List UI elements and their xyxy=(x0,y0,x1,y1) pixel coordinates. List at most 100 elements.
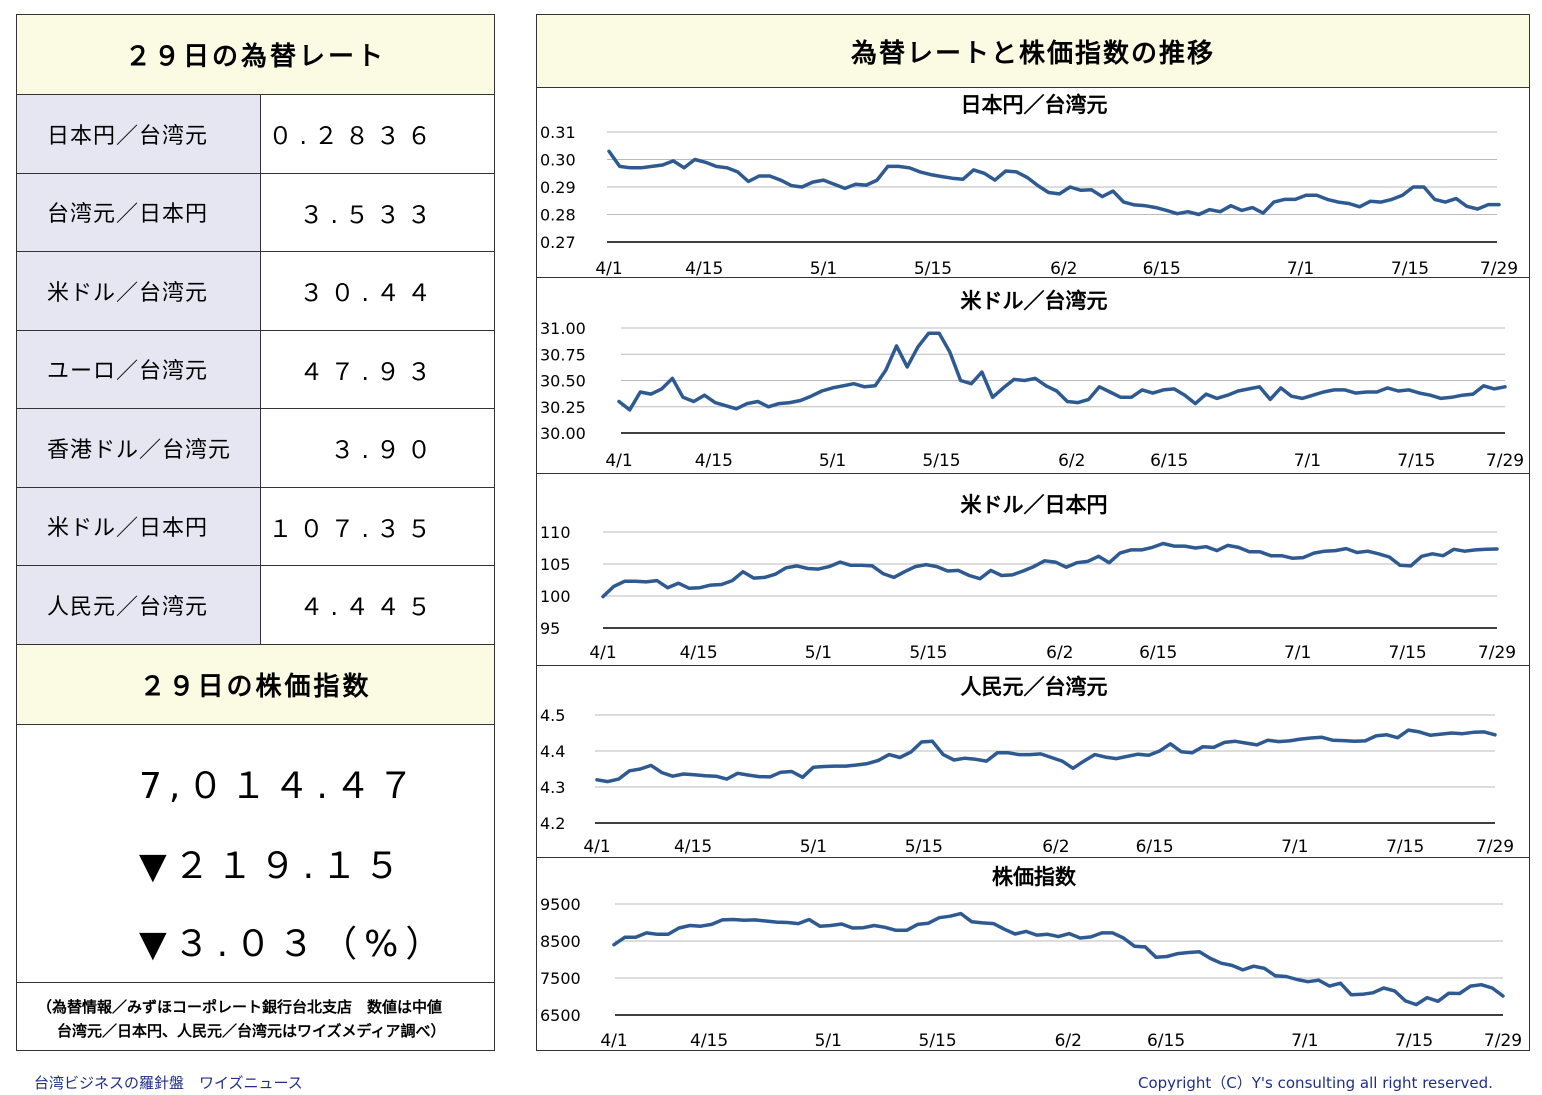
x-tick-label: 4/15 xyxy=(680,643,718,663)
y-tick-label: 110 xyxy=(540,523,571,542)
x-tick-label: 6/2 xyxy=(1042,837,1069,857)
chart-usd-twd: 米ドル／台湾元 31.00 30.75 30.50 30.25 30.00 4/1 4/15 5… xyxy=(537,278,1529,474)
chart-title: 米ドル／日本円 xyxy=(961,493,1108,517)
rate-row: 米ドル／台湾元 ３０.４４ xyxy=(17,252,494,331)
x-tick-label: 4/15 xyxy=(695,451,733,471)
series-line xyxy=(601,541,1499,599)
charts-title: 為替レートと株価指数の推移 xyxy=(537,15,1529,88)
x-tick-label: 4/1 xyxy=(583,837,610,857)
y-tick-label: 7500 xyxy=(540,969,581,988)
x-tick-label: 6/15 xyxy=(1147,1031,1185,1050)
x-tick-label: 6/15 xyxy=(1136,837,1174,857)
x-tick-label: 7/1 xyxy=(1284,643,1311,663)
rate-name: 日本円／台湾元 xyxy=(17,95,261,173)
chart-svg: 米ドル／台湾元 31.00 30.75 30.50 30.25 30.00 4/1 4/15 5… xyxy=(540,289,1524,471)
series-line xyxy=(612,911,1505,1007)
x-tick-label: 5/15 xyxy=(919,1031,957,1050)
chart-stock-index: 株価指数 9500 8500 7500 6500 4/1 4/15 5/1 5/15 6/2 6/1… xyxy=(537,858,1529,1050)
rate-name: ユーロ／台湾元 xyxy=(17,330,261,408)
y-tick-label: 8500 xyxy=(540,932,581,951)
x-tick-label: 6/15 xyxy=(1139,643,1177,663)
x-tick-label: 7/15 xyxy=(1389,643,1427,663)
series-line xyxy=(595,728,1497,784)
x-tick-label: 7/1 xyxy=(1281,837,1308,857)
y-tick-label: 95 xyxy=(540,619,560,638)
x-tick-label: 5/1 xyxy=(810,259,837,278)
series-line xyxy=(607,149,1501,217)
chart-title: 株価指数 xyxy=(992,865,1077,889)
x-tick-label: 5/15 xyxy=(909,643,947,663)
stock-index-value: 7,０１４.４７ xyxy=(139,766,421,807)
y-tick-label: 9500 xyxy=(540,895,581,914)
rate-name: 台湾元／日本円 xyxy=(17,173,261,251)
rate-row: 米ドル／日本円 １０７.３５ xyxy=(17,487,494,566)
chart-svg: 株価指数 9500 8500 7500 6500 4/1 4/15 5/1 5/15 6/2 6/1… xyxy=(540,865,1522,1050)
x-tick-label: 7/29 xyxy=(1480,259,1518,278)
x-tick-label: 4/15 xyxy=(685,259,723,278)
chart-title: 人民元／台湾元 xyxy=(961,675,1108,699)
rate-name: 米ドル／日本円 xyxy=(17,487,261,565)
y-tick-label: 0.29 xyxy=(540,178,576,197)
chart-title: 日本円／台湾元 xyxy=(961,93,1108,117)
rate-row: ユーロ／台湾元 ４７.９３ xyxy=(17,330,494,409)
chart-usd-jpy: 米ドル／日本円 110 105 100 95 4/1 4/15 5/1 5/15 6/2 6/15 7… xyxy=(537,474,1529,666)
rate-name: 米ドル／台湾元 xyxy=(17,252,261,330)
right-panel: 為替レートと株価指数の推移 日本円／台湾元 0.31 0.30 0.29 0.28 0.2… xyxy=(536,14,1530,1051)
y-tick-label: 4.5 xyxy=(540,706,565,725)
x-tick-label: 4/15 xyxy=(674,837,712,857)
rate-value: ３.９０ xyxy=(330,436,438,465)
chart-jpy-twd: 日本円／台湾元 0.31 0.30 0.29 0.28 0.27 4/1 4/15 5/1 5/1… xyxy=(537,88,1529,278)
y-tick-label: 0.28 xyxy=(540,206,576,225)
x-tick-label: 6/2 xyxy=(1046,643,1073,663)
rate-row: 人民元／台湾元 ４.４４５ xyxy=(17,566,494,645)
rates-table: 日本円／台湾元 ０.２８３６ 台湾元／日本円 ３.５３３ 米ドル／台湾元 ３０.４４ ユーロ… xyxy=(17,95,494,645)
y-tick-label: 30.25 xyxy=(540,398,586,417)
chart-svg: 人民元／台湾元 4.5 4.4 4.3 4.2 4/1 4/15 5/1 5/15 6/2 6/15… xyxy=(540,675,1514,857)
rate-value: ３.５３３ xyxy=(299,200,438,229)
rates-title: ２９日の為替レート xyxy=(17,15,494,95)
x-tick-label: 7/29 xyxy=(1478,643,1516,663)
chart-svg: 日本円／台湾元 0.31 0.30 0.29 0.28 0.27 4/1 4/15 5/1 5/1… xyxy=(540,93,1518,278)
x-tick-label: 6/2 xyxy=(1058,451,1085,471)
y-tick-label: 105 xyxy=(540,555,571,574)
y-tick-label: 31.00 xyxy=(540,319,586,338)
stock-index-change: ▼２１９.１５ xyxy=(139,846,408,887)
x-tick-label: 4/1 xyxy=(589,643,616,663)
x-tick-label: 4/1 xyxy=(605,451,632,471)
footer-brand: 台湾ビジネスの羅針盤 ワイズニュース xyxy=(34,1074,303,1092)
chart-cny-twd: 人民元／台湾元 4.5 4.4 4.3 4.2 4/1 4/15 5/1 5/15 6/2 6/15… xyxy=(537,666,1529,858)
rate-value: １０７.３５ xyxy=(268,514,438,543)
x-tick-label: 7/29 xyxy=(1476,837,1514,857)
rate-value: ０.２８３６ xyxy=(268,122,438,151)
x-tick-label: 7/15 xyxy=(1386,837,1424,857)
stock-values: 7,０１４.４７ ▼２１９.１５ ▼３.０３（%） xyxy=(17,725,494,983)
y-tick-label: 30.50 xyxy=(540,372,586,391)
x-tick-label: 6/15 xyxy=(1150,451,1188,471)
x-tick-label: 5/1 xyxy=(819,451,846,471)
y-tick-label: 4.4 xyxy=(540,742,565,761)
x-tick-label: 5/15 xyxy=(922,451,960,471)
y-tick-label: 0.30 xyxy=(540,151,576,170)
y-tick-label: 4.3 xyxy=(540,778,565,797)
chart-title: 米ドル／台湾元 xyxy=(961,289,1108,313)
series-line xyxy=(617,331,1507,412)
rate-name: 人民元／台湾元 xyxy=(17,566,261,644)
rate-value: ３０.４４ xyxy=(299,279,438,308)
source-note-line1: （為替情報／みずほコーポレート銀行台北支店 数値は中値 xyxy=(37,998,443,1016)
x-tick-label: 6/15 xyxy=(1143,259,1181,278)
x-tick-label: 6/2 xyxy=(1055,1031,1082,1050)
y-tick-label: 30.00 xyxy=(540,424,586,443)
x-tick-label: 5/1 xyxy=(815,1031,842,1050)
footer-copyright: Copyright（C）Y's consulting all right res… xyxy=(1138,1074,1493,1092)
y-tick-label: 4.2 xyxy=(540,814,565,833)
x-tick-label: 7/1 xyxy=(1294,451,1321,471)
x-tick-label: 7/29 xyxy=(1486,451,1524,471)
rate-row: 香港ドル／台湾元 ３.９０ xyxy=(17,409,494,488)
left-panel: ２９日の為替レート 日本円／台湾元 ０.２８３６ 台湾元／日本円 ３.５３３ 米ドル／台… xyxy=(16,14,495,1051)
x-tick-label: 7/15 xyxy=(1397,451,1435,471)
x-tick-label: 7/15 xyxy=(1391,259,1429,278)
x-tick-label: 5/15 xyxy=(914,259,952,278)
stock-index-change-pct: ▼３.０３（%） xyxy=(139,924,449,965)
x-tick-label: 6/2 xyxy=(1050,259,1077,278)
y-tick-label: 100 xyxy=(540,587,571,606)
